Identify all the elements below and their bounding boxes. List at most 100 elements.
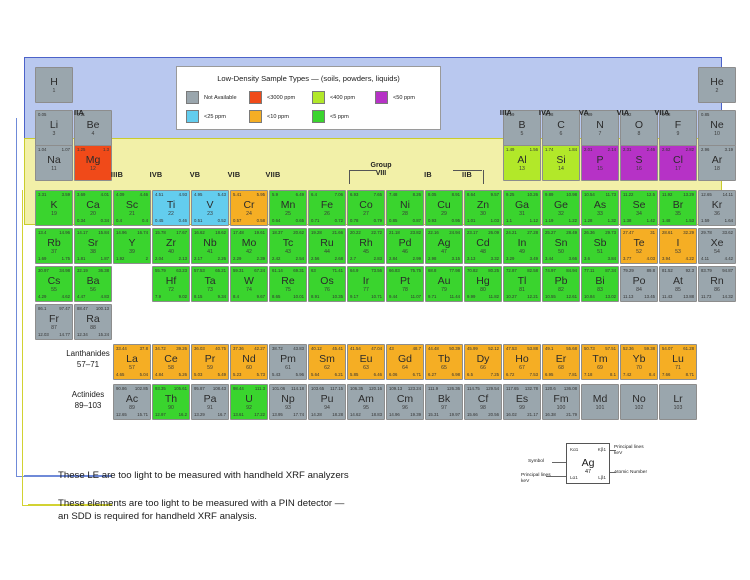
element-cell-ne[interactable]: 0.85 Ne 10 (698, 110, 736, 146)
element-cell-lr[interactable]: Lr 103 (659, 384, 697, 420)
element-cell-se[interactable]: 11.22 12.5 Se 34 1.38 1.42 (620, 190, 658, 226)
element-cell-gd[interactable]: 43 48.7 Gd 64 6.06 6.71 (386, 344, 424, 380)
element-cell-bi[interactable]: 77.11 87.34 Bi 83 10.84 13.02 (581, 266, 619, 302)
element-cell-ir[interactable]: 64.9 73.56 Ir 77 9.17 10.71 (347, 266, 385, 302)
element-cell-tc[interactable]: 18.37 20.62 Tc 43 2.42 2.54 (269, 228, 307, 264)
element-cell-ar[interactable]: 2.96 3.19 Ar 18 (698, 145, 736, 181)
element-cell-kr[interactable]: 12.65 14.11 Kr 36 1.59 1.64 (698, 190, 736, 226)
element-cell-rn[interactable]: 83.79 94.87 Rn 86 11.73 14.32 (698, 266, 736, 302)
element-cell-hf[interactable]: 55.79 63.23 Hf 72 7.9 9.02 (152, 266, 190, 302)
element-cell-re[interactable]: 61.14 69.31 Re 75 8.65 10.01 (269, 266, 307, 302)
element-cell-pa[interactable]: 95.87 108.43 Pa 91 13.29 16.7 (191, 384, 229, 420)
element-cell-sr[interactable]: 14.17 15.84 Sr 38 1.81 1.87 (74, 228, 112, 264)
element-cell-cr[interactable]: 5.41 5.95 Cr 24 0.57 0.58 (230, 190, 268, 226)
element-cell-zr[interactable]: 15.78 17.67 Zr 40 2.04 2.13 (152, 228, 190, 264)
element-cell-fm[interactable]: 120.6 136.08 Fm 100 16.38 21.79 (542, 384, 580, 420)
element-cell-cm[interactable]: 109.13 123.24 Cm 96 14.96 19.39 (386, 384, 424, 420)
element-cell-cu[interactable]: 8.05 8.91 Cu 29 0.93 0.95 (425, 190, 463, 226)
element-cell-ba[interactable]: 32.19 36.38 Ba 56 4.47 4.83 (74, 266, 112, 302)
element-cell-eu[interactable]: 41.54 47.04 Eu 63 5.85 6.46 (347, 344, 385, 380)
element-cell-no[interactable]: No 102 (620, 384, 658, 420)
element-cell-au[interactable]: 68.8 77.98 Au 79 9.71 11.44 (425, 266, 463, 302)
element-cell-f[interactable]: 0.68 F 9 (659, 110, 697, 146)
element-cell-sb[interactable]: 26.36 29.73 Sb 51 3.6 3.84 (581, 228, 619, 264)
element-cell-br[interactable]: 11.92 13.29 Br 35 1.48 1.53 (659, 190, 697, 226)
element-cell-al[interactable]: 1.49 1.56 Al 13 (503, 145, 541, 181)
element-cell-rb[interactable]: 13.4 14.96 Rb 37 1.69 1.75 (35, 228, 73, 264)
element-cell-nb[interactable]: 16.62 18.62 Nb 41 2.17 2.26 (191, 228, 229, 264)
element-cell-c[interactable]: 0.28 C 6 (542, 110, 580, 146)
element-cell-ra[interactable]: 88.47 100.13 Ra 88 12.34 15.24 (74, 304, 112, 340)
element-cell-tb[interactable]: 44.48 50.39 Tb 65 6.27 6.98 (425, 344, 463, 380)
element-cell-yb[interactable]: 52.36 59.38 Yb 70 7.42 8.4 (620, 344, 658, 380)
element-cell-po[interactable]: 79.29 89.8 Po 84 11.13 13.45 (620, 266, 658, 302)
element-cell-na[interactable]: 1.04 1.07 Na 11 (35, 145, 73, 181)
element-cell-np[interactable]: 101.06 114.18 Np 93 13.95 17.74 (269, 384, 307, 420)
element-cell-mo[interactable]: 17.48 19.61 Mo 42 2.29 2.39 (230, 228, 268, 264)
element-cell-pr[interactable]: 36.03 40.75 Pr 59 5.03 5.49 (191, 344, 229, 380)
element-cell-rh[interactable]: 20.22 22.72 Rh 45 2.7 2.83 (347, 228, 385, 264)
element-cell-ge[interactable]: 9.89 10.98 Ge 32 1.19 1.22 (542, 190, 580, 226)
element-cell-mn[interactable]: 5.9 6.49 Mn 25 0.64 0.65 (269, 190, 307, 226)
element-cell-tm[interactable]: 50.73 57.51 Tm 69 7.18 8.1 (581, 344, 619, 380)
element-cell-be[interactable]: 0.11 Be 4 (74, 110, 112, 146)
element-cell-os[interactable]: 63 71.41 Os 76 8.91 10.35 (308, 266, 346, 302)
element-cell-v[interactable]: 4.95 5.43 V 23 0.51 0.52 (191, 190, 229, 226)
element-cell-lu[interactable]: 54.07 61.28 Lu 71 7.66 8.71 (659, 344, 697, 380)
element-cell-ag[interactable]: 22.16 24.94 Ag 47 2.98 3.15 (425, 228, 463, 264)
element-cell-zn[interactable]: 8.64 9.57 Zn 30 1.01 1.03 (464, 190, 502, 226)
element-cell-es[interactable]: 117.65 132.78 Es 99 16.02 21.17 (503, 384, 541, 420)
element-cell-ni[interactable]: 7.48 8.26 Ni 28 0.85 0.87 (386, 190, 424, 226)
element-cell-ce[interactable]: 34.72 39.26 Ce 58 4.84 5.26 (152, 344, 190, 380)
element-cell-la[interactable]: 33.44 37.8 La 57 4.65 5.04 (113, 344, 151, 380)
element-cell-ru[interactable]: 19.28 21.66 Ru 44 2.56 2.68 (308, 228, 346, 264)
element-cell-s[interactable]: 2.31 2.46 S 16 (620, 145, 658, 181)
element-cell-cl[interactable]: 2.62 2.82 Cl 17 (659, 145, 697, 181)
element-cell-pb[interactable]: 74.97 84.94 Pb 82 10.55 12.61 (542, 266, 580, 302)
element-cell-b[interactable]: 0.19 B 5 (503, 110, 541, 146)
element-cell-te[interactable]: 27.47 31 Te 52 3.77 4.03 (620, 228, 658, 264)
element-cell-ho[interactable]: 47.53 53.88 Ho 67 6.72 7.53 (503, 344, 541, 380)
element-cell-bk[interactable]: 111.9 126.36 Bk 97 15.31 19.97 (425, 384, 463, 420)
element-cell-pd[interactable]: 21.18 23.82 Pd 46 2.84 2.99 (386, 228, 424, 264)
element-cell-as[interactable]: 10.54 11.73 As 33 1.28 1.32 (581, 190, 619, 226)
element-cell-cd[interactable]: 23.17 26.09 Cd 48 3.13 3.32 (464, 228, 502, 264)
element-cell-sc[interactable]: 4.09 4.46 Sc 21 0.4 0.4 (113, 190, 151, 226)
element-cell-dy[interactable]: 45.99 52.12 Dy 66 6.5 7.25 (464, 344, 502, 380)
element-cell-cs[interactable]: 30.97 34.98 Cs 55 4.29 4.62 (35, 266, 73, 302)
element-cell-i[interactable]: 28.61 32.29 I 53 3.94 4.22 (659, 228, 697, 264)
element-cell-w[interactable]: 59.31 67.24 W 74 8.4 9.67 (230, 266, 268, 302)
element-cell-tl[interactable]: 72.87 82.58 Tl 81 10.27 12.21 (503, 266, 541, 302)
element-cell-mg[interactable]: 1.25 1.3 Mg 12 (74, 145, 112, 181)
element-cell-li[interactable]: 0.05 Li 3 (35, 110, 73, 146)
element-cell-pu[interactable]: 103.65 117.15 Pu 94 14.28 18.28 (308, 384, 346, 420)
element-cell-y[interactable]: 14.96 16.74 Y 39 1.92 2 (113, 228, 151, 264)
element-cell-n[interactable]: 0.39 N 7 (581, 110, 619, 146)
element-cell-sn[interactable]: 25.27 28.49 Sn 50 3.44 3.66 (542, 228, 580, 264)
element-cell-u[interactable]: 98.44 111.3 U 92 13.61 17.22 (230, 384, 268, 420)
element-cell-ga[interactable]: 9.25 10.26 Ga 31 1.1 1.12 (503, 190, 541, 226)
element-cell-ca[interactable]: 3.69 4.01 Ca 20 0.34 0.34 (74, 190, 112, 226)
element-cell-xe[interactable]: 29.78 33.62 Xe 54 4.11 4.42 (698, 228, 736, 264)
element-cell-p[interactable]: 2.01 2.14 P 15 (581, 145, 619, 181)
element-cell-o[interactable]: 0.52 O 8 (620, 110, 658, 146)
element-cell-at[interactable]: 81.52 92.3 At 85 11.43 13.88 (659, 266, 697, 302)
element-cell-he[interactable]: He 2 (698, 67, 736, 103)
element-cell-pt[interactable]: 66.83 75.75 Pt 78 9.44 11.07 (386, 266, 424, 302)
element-cell-cf[interactable]: 114.75 129.54 Cf 98 15.66 20.56 (464, 384, 502, 420)
element-cell-nd[interactable]: 37.36 42.27 Nd 60 5.23 5.73 (230, 344, 268, 380)
element-cell-k[interactable]: 3.31 3.59 K 19 (35, 190, 73, 226)
element-cell-md[interactable]: Md 101 (581, 384, 619, 420)
element-cell-fe[interactable]: 6.4 7.06 Fe 26 0.71 0.72 (308, 190, 346, 226)
element-cell-sm[interactable]: 40.12 45.41 Sm 62 5.64 6.21 (308, 344, 346, 380)
element-cell-pm[interactable]: 38.72 43.83 Pm 61 5.43 5.96 (269, 344, 307, 380)
element-cell-hg[interactable]: 70.82 80.25 Hg 80 9.99 11.82 (464, 266, 502, 302)
element-cell-er[interactable]: 49.1 55.68 Er 68 6.95 7.81 (542, 344, 580, 380)
element-cell-th[interactable]: 93.35 105.61 Th 90 12.97 16.2 (152, 384, 190, 420)
element-cell-ta[interactable]: 57.53 65.21 Ta 73 8.15 9.34 (191, 266, 229, 302)
element-cell-si[interactable]: 1.74 1.84 Si 14 (542, 145, 580, 181)
element-cell-ac[interactable]: 90.86 102.85 Ac 89 12.65 15.71 (113, 384, 151, 420)
element-cell-in[interactable]: 24.21 27.28 In 49 3.29 3.49 (503, 228, 541, 264)
element-cell-am[interactable]: 106.35 120.16 Am 95 14.62 18.83 (347, 384, 385, 420)
